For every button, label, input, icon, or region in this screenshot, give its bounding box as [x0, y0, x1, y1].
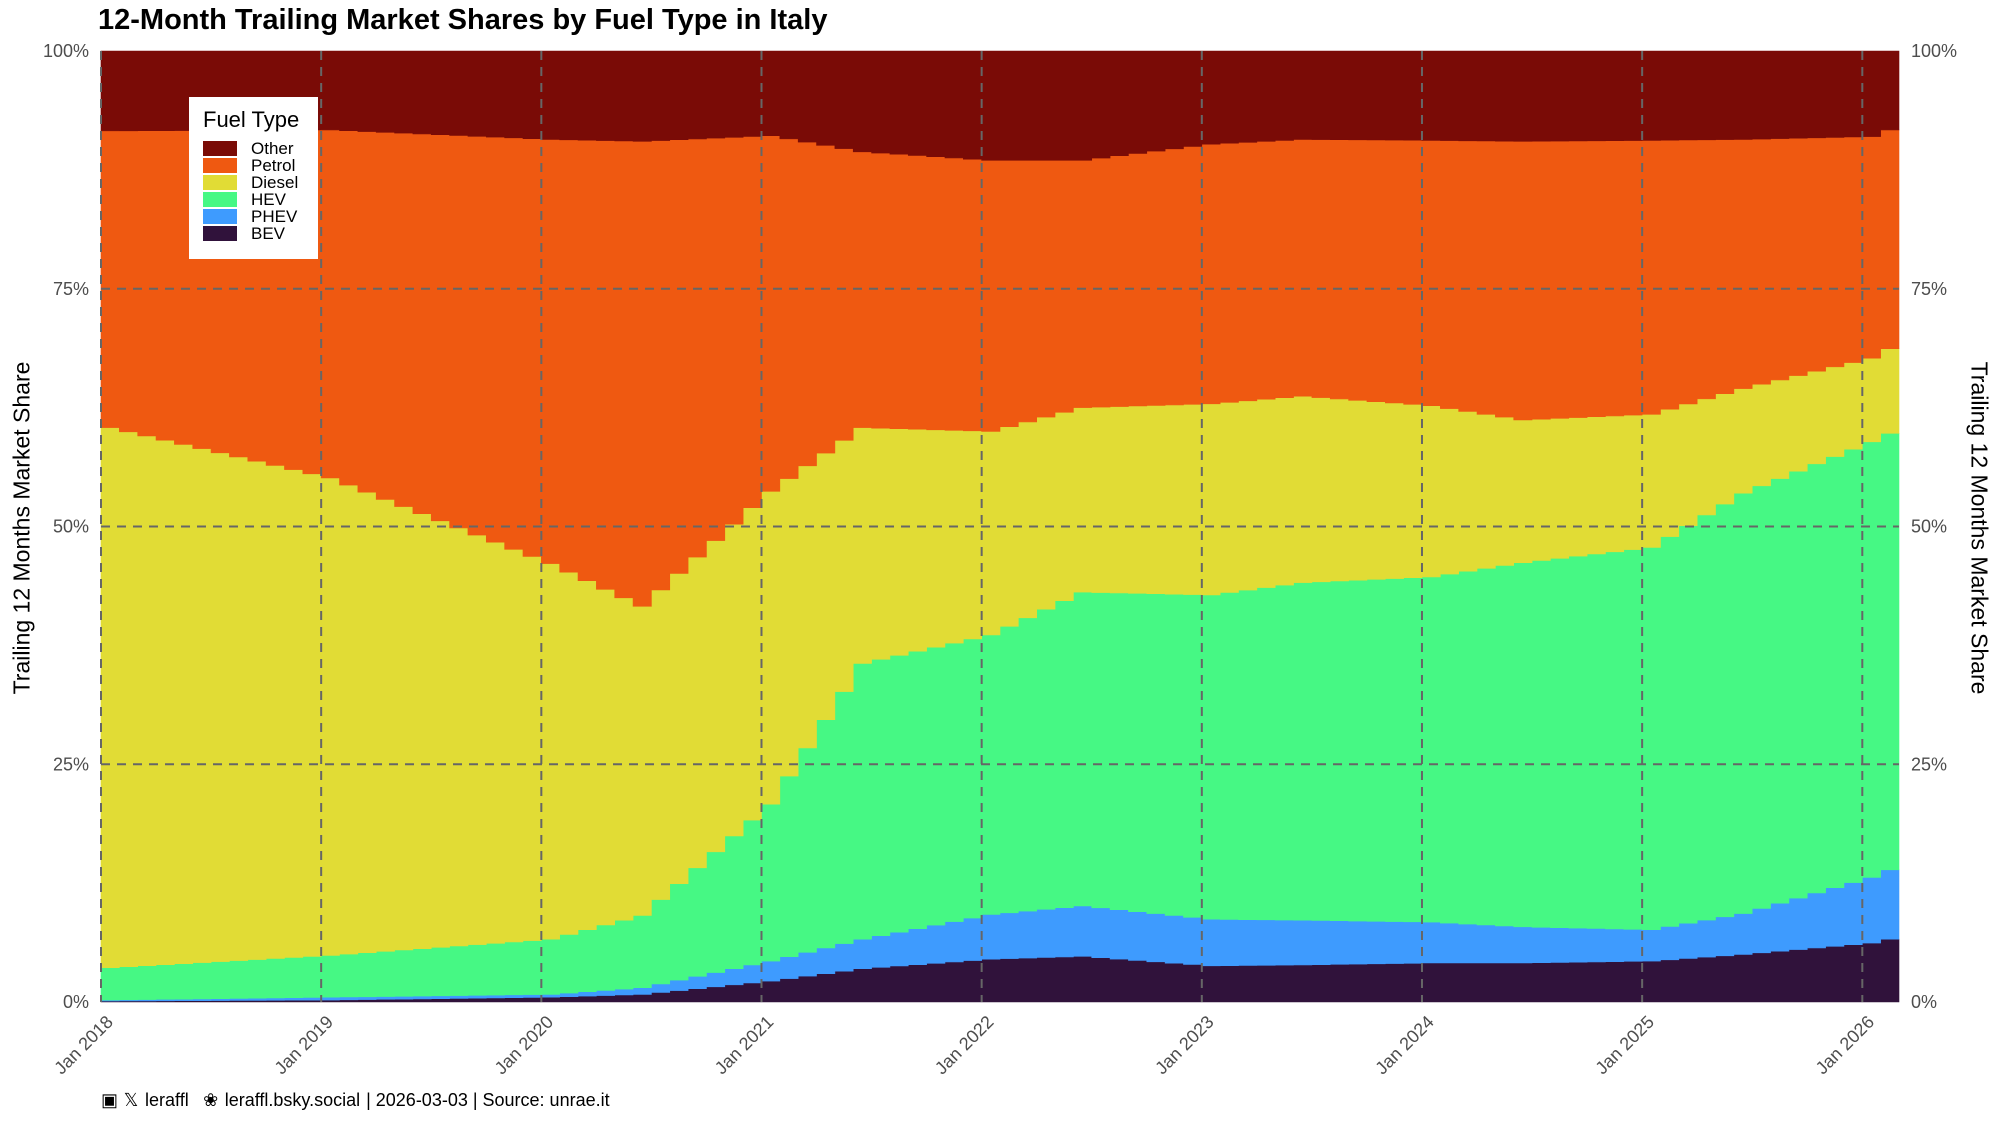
legend-swatch-diesel	[203, 175, 237, 190]
caption-handle-bsky: leraffl.bsky.social	[224, 1090, 361, 1110]
y-tick-label-right: 25%	[1911, 754, 1947, 774]
y-tick-label-left: 0%	[63, 992, 89, 1012]
x-tick-label: Jan 2025	[1591, 1012, 1658, 1079]
legend-label-bev: BEV	[251, 223, 286, 243]
y-tick-label-left: 75%	[53, 279, 89, 299]
caption: ▣ 𝕏 leraffl ❀ leraffl.bsky.social | 2026…	[101, 1090, 616, 1111]
legend-swatch-phev	[203, 209, 237, 224]
legend-item-diesel: Diesel	[203, 172, 299, 192]
y-tick-label-left: 100%	[43, 41, 89, 61]
legend-swatch-other	[203, 141, 237, 156]
legend-item-other: Other	[203, 138, 294, 158]
butterfly-icon: ❀	[203, 1090, 219, 1110]
x-tick-label: Jan 2023	[1151, 1012, 1218, 1079]
x-ticks: Jan 2018 Jan 2019 Jan 2020 Jan 2021 Jan 2022…	[50, 1012, 1878, 1079]
x-tick-label: Jan 2026	[1812, 1012, 1879, 1079]
legend-label-other: Other	[251, 138, 294, 158]
y-tick-label-right: 50%	[1911, 517, 1947, 537]
x-tick-label: Jan 2021	[711, 1012, 778, 1079]
legend-swatch-hev	[203, 192, 237, 207]
x-icon: 𝕏	[123, 1090, 139, 1110]
caption-handle-x: leraffl	[145, 1090, 189, 1110]
x-tick-label: Jan 2020	[491, 1012, 558, 1079]
x-tick-label: Jan 2024	[1371, 1012, 1438, 1079]
legend-label-hev: HEV	[251, 189, 286, 209]
legend-item-bev: BEV	[203, 223, 286, 243]
legend-label-phev: PHEV	[251, 206, 298, 226]
legend-item-phev: PHEV	[203, 206, 298, 226]
legend-swatch-bev	[203, 226, 237, 241]
y-tick-label-right: 0%	[1911, 992, 1937, 1012]
threads-icon: ▣	[101, 1090, 119, 1110]
legend-label-petrol: Petrol	[251, 155, 296, 175]
y-tick-label-right: 75%	[1911, 279, 1947, 299]
x-tick-label: Jan 2022	[931, 1012, 998, 1079]
y-tick-label-left: 25%	[53, 754, 89, 774]
legend: Fuel Type Other Petrol Diesel HEV PHEV B…	[189, 97, 318, 259]
y-ticks: 0% 0% 25% 25% 50% 50% 75% 75% 100% 100%	[43, 41, 1957, 1012]
x-tick-label: Jan 2018	[50, 1012, 117, 1079]
caption-rest: | 2026-03-03 | Source: unrae.it	[366, 1090, 610, 1110]
chart-title: 12-Month Trailing Market Shares by Fuel …	[98, 4, 828, 36]
y-tick-label-left: 50%	[53, 517, 89, 537]
legend-swatch-petrol	[203, 158, 237, 173]
series-areas	[100, 50, 1900, 1003]
legend-item-petrol: Petrol	[203, 155, 296, 175]
legend-label-diesel: Diesel	[251, 172, 299, 192]
x-tick-label: Jan 2019	[271, 1012, 338, 1079]
grid-lines	[100, 51, 1899, 1002]
y-tick-label-right: 100%	[1911, 41, 1957, 61]
legend-title: Fuel Type	[203, 107, 300, 132]
legend-item-hev: HEV	[203, 189, 286, 209]
